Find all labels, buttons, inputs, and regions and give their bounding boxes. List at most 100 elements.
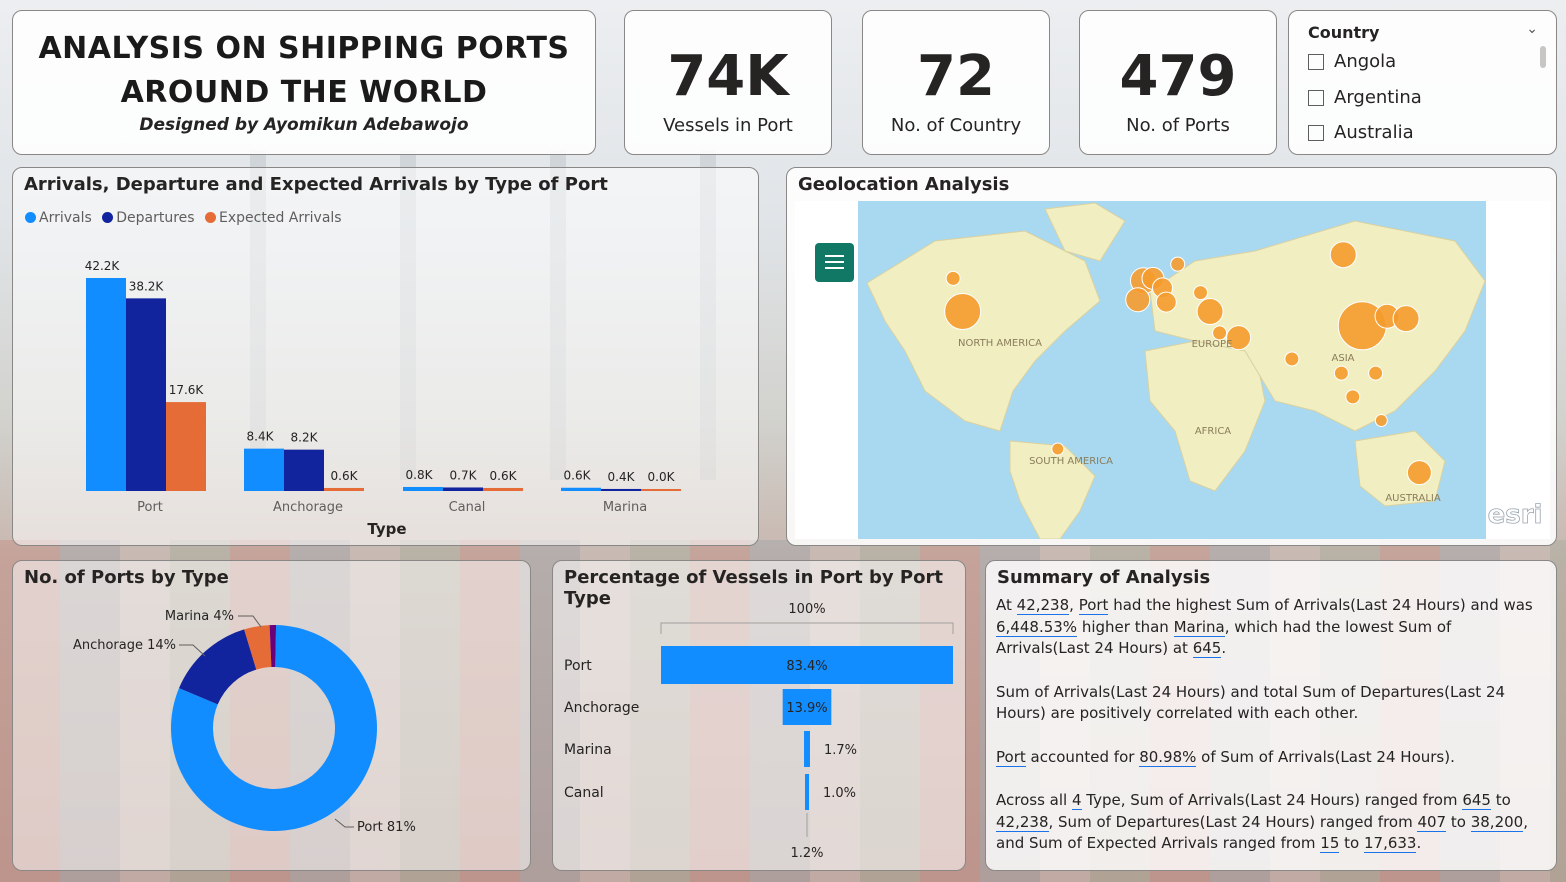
option-label: Angola [1334,51,1397,72]
highlight-value: 42,238 [996,812,1049,832]
donut-title: No. of Ports by Type [24,567,229,588]
funnel-bar-port [661,646,953,684]
funnel-category-label: Marina [564,742,612,758]
data-label: 8.2K [291,431,319,445]
funnel-value-label: 83.4% [786,659,827,674]
text: accounted for [1025,747,1140,766]
summary-card: Summary of Analysis At 42,238, Port had … [985,560,1557,871]
funnel-card[interactable]: Percentage of Vessels in Port by Port Ty… [552,560,966,871]
map-bubble [944,293,982,331]
map-container[interactable]: NORTH AMERICA EUROPE ASIA AFRICA SOUTH AMERI… [795,201,1550,540]
map-bubble [1196,298,1224,326]
legend-item-expected[interactable]: Expected Arrivals [205,210,342,226]
leader-line [334,818,354,828]
bar-canal-expected-arrivals [483,487,523,491]
slicer-option-angola[interactable]: Angola [1308,51,1396,72]
summary-title: Summary of Analysis [997,567,1211,588]
text: to [1339,834,1364,852]
donut-slice-canal [269,625,277,668]
text: . [1416,834,1422,852]
kpi-value: 74K [667,44,789,109]
bar-canal-arrivals [403,486,443,491]
slicer-scrollbar[interactable] [1540,46,1546,68]
option-label: Argentina [1334,87,1422,108]
map-bubble [1345,389,1361,405]
x-tick-label: Port [137,500,163,515]
text: , and Sum of Expected Arrivals ranged fr… [996,812,1528,853]
funnel-category-label: Canal [564,785,604,801]
checkbox[interactable] [1308,90,1324,106]
kpi-vessels-card[interactable]: 74K Vessels in Port [624,10,832,155]
map-continent-label: ASIA [1332,353,1355,364]
checkbox[interactable] [1308,125,1324,141]
map-bubble [1284,351,1300,367]
legend-item-departures[interactable]: Departures [102,210,195,226]
bar-port-expected-arrivals [166,402,206,491]
data-label: 0.6K [490,469,518,483]
kpi-ports-card[interactable]: 479 No. of Ports [1079,10,1277,155]
slicer-option-argentina[interactable]: Argentina [1308,87,1422,108]
highlight-value: 645 [1462,791,1491,810]
country-slicer[interactable]: Country ⌄ Angola Argentina Australia [1288,10,1557,155]
bar-anchorage-expected-arrivals [324,487,364,491]
donut-slice-anchorage [179,629,257,705]
funnel-value-label: 1.7% [824,743,857,758]
bar-anchorage-arrivals [244,448,284,491]
kpi-label: No. of Country [890,115,1022,136]
highlight-value: 80.98% [1139,747,1197,767]
funnel-value-label: 13.9% [786,701,827,716]
summary-paragraph-1: At 42,238, Port had the highest Sum of A… [996,595,1542,660]
highlight-value: 407 [1417,812,1447,832]
slice-label: Anchorage 14% [73,638,176,653]
bar-chart-legend[interactable]: Arrivals Departures Expected Arrivals [25,210,348,226]
highlight-value: Port [996,747,1026,767]
map-bubble [1155,291,1177,313]
funnel-title: Percentage of Vessels in Port by Port Ty… [564,567,943,609]
chevron-down-icon[interactable]: ⌄ [1526,21,1538,37]
highlight-value: 4 [1071,791,1082,810]
map-continent-label: AFRICA [1195,426,1231,437]
text: , which had the lowest Sum of Arrivals(L… [996,617,1452,658]
bar-marina-departures [601,488,641,491]
donut-slice-marina [244,625,272,670]
map-bubble [1226,325,1252,351]
text: had the highest Sum of Arrivals(Last 24 … [1108,596,1533,614]
legend-dot [25,212,36,223]
kpi-country-card[interactable]: 72 No. of Country [862,10,1050,155]
slicer-option-australia[interactable]: Australia [1308,122,1414,143]
checkbox[interactable] [1308,54,1324,70]
map-landmass [1149,220,1486,432]
map-continent-label: AUSTRALIA [1385,493,1441,504]
legend-item-arrivals[interactable]: Arrivals [25,210,92,226]
bar-port-arrivals [86,278,126,491]
hamburger-icon[interactable] [815,243,854,282]
map-title: Geolocation Analysis [798,174,1010,195]
legend-label: Arrivals [39,210,92,226]
donut-card[interactable]: No. of Ports by Type Marina 4% Anchorage … [12,560,531,871]
funnel-bar-marina [804,731,810,767]
map-bubble [1193,285,1209,301]
bar-chart-card[interactable]: Arrivals, Departure and Expected Arrival… [12,167,759,546]
bar-marina-arrivals [561,487,601,491]
map-bubble [1406,460,1432,486]
slice-label: Port 81% [357,820,416,835]
highlight-value: Port [1078,596,1109,615]
slicer-header: Country [1308,23,1380,42]
highlight-value: 645 [1192,639,1222,658]
highlight-value: 38,200 [1470,812,1524,832]
map-card[interactable]: Geolocation Analysis NORTH AMERICA EUROPE… [786,167,1557,546]
data-label: 0.6K [331,469,359,483]
legend-label: Departures [116,210,195,226]
map-svg[interactable]: NORTH AMERICA EUROPE ASIA AFRICA SOUTH AMERI… [795,201,1550,540]
funnel-svg: 100% Port 83.4% Anchorage 13.9% Marina 1.7% Can… [564,602,954,861]
bar-anchorage-departures [284,449,324,491]
bar-canal-departures [443,487,483,491]
funnel-category-label: Port [564,658,592,674]
funnel-bottom-label: 1.2% [790,846,823,861]
data-label: 38.2K [129,279,165,293]
data-label: 8.4K [247,430,275,444]
text: , Sum of Departures(Last 24 Hours) range… [1048,812,1418,831]
map-continent-label: EUROPE [1192,339,1233,350]
funnel-bar-canal [805,774,809,810]
funnel-bar-anchorage [782,689,832,725]
